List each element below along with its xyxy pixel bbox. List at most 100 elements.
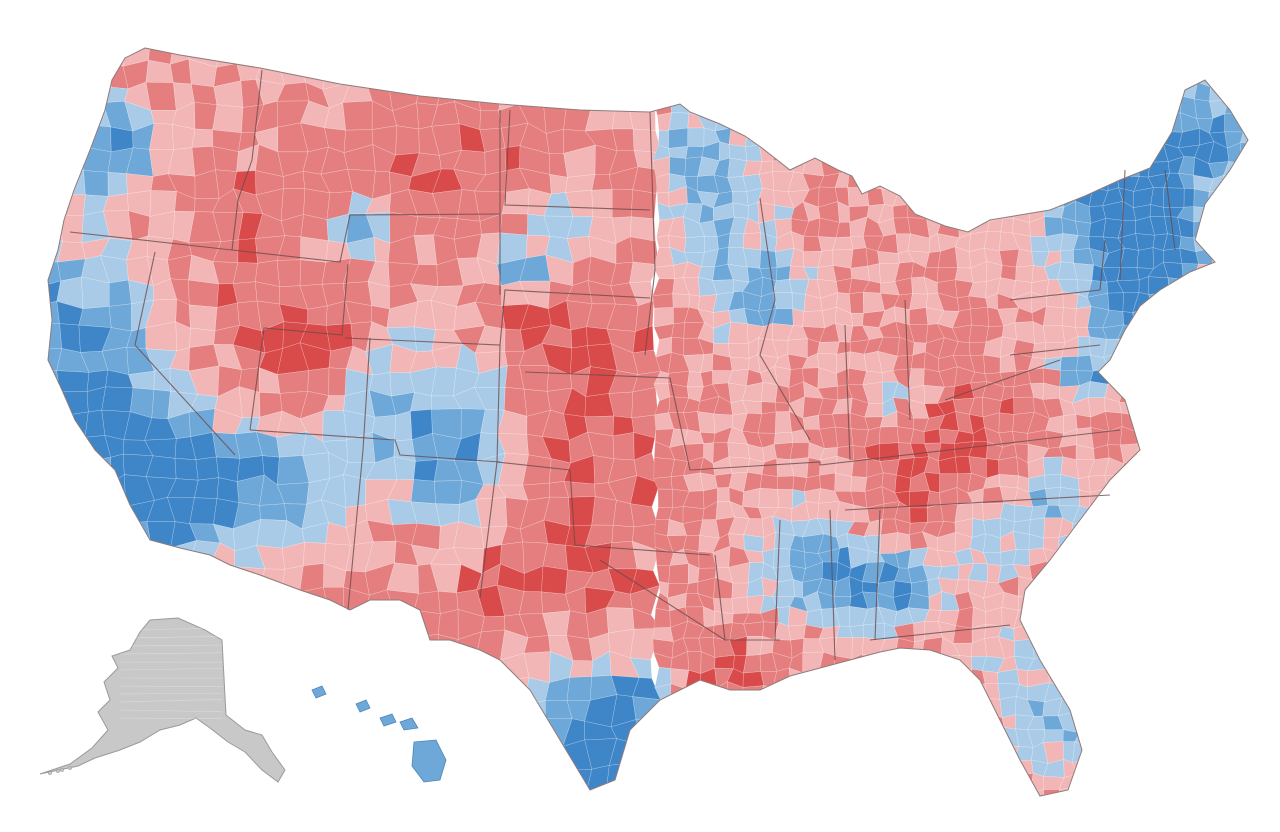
county-cell [1149, 55, 1167, 74]
county-cell [821, 759, 840, 779]
county-cell [806, 711, 823, 733]
county-cell [1133, 758, 1152, 779]
county-cell [713, 70, 734, 87]
county-cell [1088, 161, 1108, 179]
county-cell [1208, 519, 1225, 538]
county-cell [1061, 128, 1080, 146]
county-cell [791, 791, 810, 796]
county-cell [498, 66, 523, 88]
county-cell [772, 687, 793, 701]
county-cell [727, 756, 750, 776]
county-cell [1177, 696, 1200, 718]
county-cell [1240, 48, 1248, 59]
county-cell [1027, 115, 1050, 130]
county-cell [652, 48, 674, 53]
county-cell [60, 170, 86, 196]
county-cell [1104, 72, 1122, 87]
county-cell [1043, 609, 1062, 628]
county-cell [939, 756, 955, 779]
county-cell [368, 782, 392, 796]
county-cell [1074, 83, 1093, 102]
county-cell [1195, 741, 1215, 764]
county-cell [168, 761, 200, 793]
county-cell [892, 83, 912, 103]
county-cell [834, 636, 853, 659]
county-cell [1146, 476, 1170, 493]
county-cell [1210, 383, 1224, 404]
county-cell [1076, 626, 1090, 641]
county-cell [1161, 369, 1184, 386]
county-cell [1117, 715, 1140, 733]
county-cell [1178, 564, 1196, 582]
county-cell [1048, 98, 1065, 119]
county-cell [584, 103, 616, 132]
county-cell [656, 235, 670, 248]
county-cell [1132, 486, 1155, 509]
county-cell [85, 782, 110, 796]
county-cell [832, 714, 851, 733]
county-cell [879, 741, 898, 763]
county-cell [1088, 475, 1108, 493]
county-cell [195, 456, 220, 481]
county-cell [727, 441, 750, 459]
county-cell [1104, 156, 1120, 179]
county-cell [1061, 113, 1080, 132]
county-cell [386, 786, 415, 796]
county-cell [188, 279, 219, 308]
county-cell [1058, 787, 1080, 796]
county-cell [908, 756, 928, 779]
county-cell [652, 293, 674, 309]
county-cell [307, 367, 330, 396]
county-cell [168, 563, 194, 593]
county-cell [863, 712, 885, 731]
county-cell [78, 481, 112, 505]
county-cell [169, 783, 194, 796]
county-cell [1042, 82, 1065, 103]
alaska-borough-line [119, 685, 223, 687]
county-cell [1163, 657, 1185, 672]
county-cell [1042, 306, 1064, 327]
county-cell [1237, 247, 1248, 268]
county-cell [968, 341, 987, 357]
county-cell [409, 634, 440, 662]
county-cell [742, 232, 762, 251]
county-cell [1162, 741, 1185, 763]
county-cell [1238, 624, 1248, 638]
county-cell [1236, 381, 1248, 403]
county-cell [233, 652, 257, 679]
county-cell [1148, 591, 1165, 614]
county-cell [653, 67, 676, 88]
county-cell [1240, 609, 1248, 627]
county-cell [1180, 383, 1200, 398]
county-cell [151, 761, 170, 793]
county-cell [748, 774, 764, 790]
county-cell [997, 756, 1015, 777]
county-cell [911, 141, 929, 164]
county-cell [1059, 639, 1081, 657]
county-cell [1147, 459, 1167, 477]
county-cell [1182, 475, 1200, 494]
county-cell [1139, 352, 1153, 373]
county-cell [1117, 472, 1135, 494]
county-cell [1195, 293, 1212, 309]
county-cell [1163, 546, 1183, 567]
state-borders [69, 69, 1176, 661]
county-cell [57, 697, 89, 727]
county-cell [953, 757, 971, 775]
county-cell [60, 786, 88, 796]
county-cell [591, 496, 617, 526]
county-cell [1028, 52, 1048, 71]
county-cell [144, 738, 173, 770]
county-cell [1118, 730, 1138, 744]
county-cell [922, 744, 941, 764]
county-cell [284, 791, 304, 796]
county-cell [1045, 487, 1061, 506]
county-cell [48, 123, 67, 155]
county-cell [998, 172, 1017, 192]
county-cell [787, 742, 808, 763]
state-border-line [874, 509, 881, 641]
county-cell [342, 782, 375, 796]
county-cell [697, 411, 716, 434]
county-cell [910, 651, 926, 674]
